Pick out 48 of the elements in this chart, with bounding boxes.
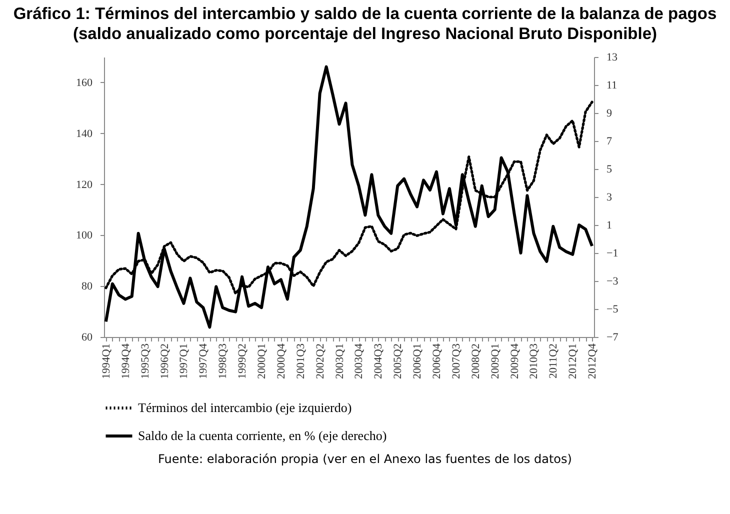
x-tick-label: 2005Q2	[392, 344, 404, 379]
x-tick-label: 2001Q3	[294, 343, 307, 379]
y2-tick-label: 5	[606, 164, 612, 176]
y-tick-label: 100	[76, 230, 93, 242]
x-tick-label: 2003Q1	[334, 344, 346, 379]
chart-title: Gráfico 1: Términos del intercambio y saldo de la cuenta corriente de la balanza de pagos (saldo anualizado como porcentaje del Ingreso Nacional Bruto Disponible)	[12, 4, 718, 44]
x-tick-label: 2012Q1	[567, 344, 580, 379]
x-tick-label: 1999Q2	[236, 344, 249, 379]
x-tick-label: 2011Q2	[548, 344, 560, 379]
x-tick-label: 2008Q2	[470, 344, 482, 379]
y2-tick-label: 7	[606, 136, 612, 148]
source-note: Fuente: elaboración propia (ver en el Anexo las fuentes de los datos)	[157, 452, 573, 466]
y2-tick-label: −3	[606, 276, 619, 288]
y-tick-label: 160	[76, 76, 93, 89]
x-tick-label: 2012Q4	[586, 343, 599, 379]
y-tick-label: 80	[82, 280, 93, 293]
legend-label: Saldo de la cuenta corriente, en % (eje derecho)	[138, 428, 387, 443]
legend-label: Términos del intercambio (eje izquierdo)	[138, 400, 352, 415]
y2-tick-label: 13	[606, 52, 618, 64]
x-tick-label: 1997Q1	[178, 344, 190, 379]
x-tick-label: 1994Q1	[100, 344, 112, 379]
x-tick-label: 2004Q3	[372, 343, 385, 379]
y-tick-label: 140	[76, 128, 93, 140]
y-tick-label: 60	[82, 332, 93, 344]
x-tick-label: 1996Q2	[158, 344, 171, 379]
y2-tick-label: 11	[606, 80, 618, 92]
x-tick-label: 1997Q4	[198, 343, 210, 379]
x-tick-label: 2000Q4	[275, 343, 288, 379]
y2-tick-label: −1	[606, 248, 618, 260]
x-tick-label: 2006Q1	[412, 344, 424, 379]
x-tick-label: 1994Q4	[120, 343, 132, 379]
x-tick-label: 1995Q3	[139, 343, 152, 379]
y2-tick-label: 9	[606, 108, 612, 120]
x-tick-label: 2002Q2	[314, 344, 326, 379]
y-tick-label: 120	[76, 178, 93, 191]
line-series	[104, 65, 594, 329]
x-tick-label: 2009Q4	[508, 343, 521, 379]
x-tick-label: 2010Q3	[528, 343, 540, 379]
y2-tick-label: 1	[606, 220, 612, 232]
y2-tick-label: 3	[606, 192, 612, 204]
x-tick-label: 2003Q4	[353, 343, 366, 379]
y2-tick-label: −7	[606, 332, 619, 344]
x-tick-label: 2007Q3	[450, 343, 462, 379]
x-tick-label: 2000Q1	[256, 344, 268, 379]
x-tick-label: 2009Q1	[489, 344, 502, 379]
y2-tick-label: −5	[606, 304, 619, 316]
x-tick-label: 1998Q3	[217, 343, 230, 379]
x-tick-label: 2006Q4	[431, 343, 443, 379]
